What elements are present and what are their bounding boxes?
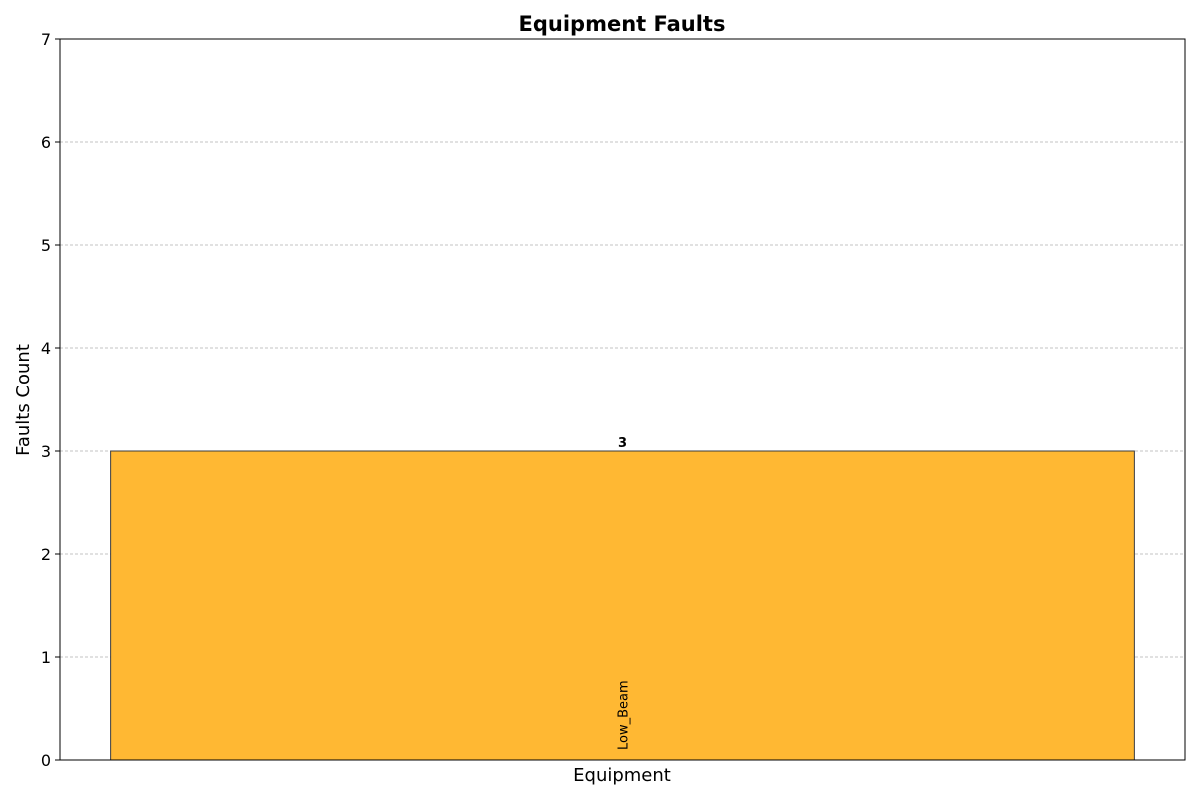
plot-frame [59, 38, 1186, 761]
x-axis-label: Equipment [573, 765, 671, 786]
y-tick-label: 7 [41, 30, 51, 49]
y-axis-ticks: 0 1 2 3 4 5 6 7 [41, 30, 60, 770]
y-tick-label: 1 [41, 648, 51, 667]
y-tick-label: 0 [41, 751, 51, 770]
y-tick-label: 3 [41, 442, 51, 461]
y-tick-label: 2 [41, 545, 51, 564]
y-tick-label: 4 [41, 339, 51, 358]
y-tick-label: 6 [41, 133, 51, 152]
bar-value-label: 3 [618, 436, 627, 451]
y-tick-label: 5 [41, 236, 51, 255]
bars [110, 450, 1135, 761]
bar-category-label: Low_Beam [617, 680, 632, 750]
bar [110, 450, 1135, 761]
chart-title: Equipment Faults [519, 12, 726, 36]
data-labels: 3 Low_Beam [617, 436, 632, 750]
y-axis-label: Faults Count [13, 344, 34, 456]
